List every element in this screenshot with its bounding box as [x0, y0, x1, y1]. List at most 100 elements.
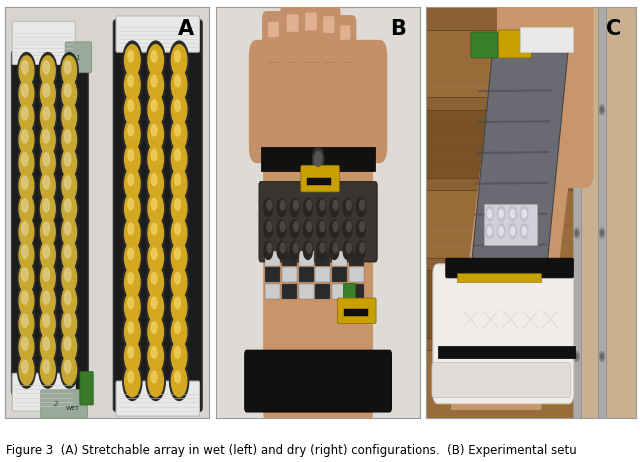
- Circle shape: [511, 210, 515, 218]
- Text: B: B: [390, 19, 406, 39]
- Circle shape: [175, 174, 180, 185]
- Circle shape: [172, 45, 187, 76]
- Circle shape: [40, 286, 55, 316]
- Circle shape: [151, 174, 157, 185]
- Circle shape: [43, 199, 49, 212]
- Circle shape: [148, 193, 163, 224]
- Circle shape: [146, 164, 165, 203]
- Circle shape: [17, 168, 35, 204]
- Circle shape: [65, 84, 71, 97]
- Circle shape: [60, 214, 78, 250]
- Circle shape: [170, 115, 189, 154]
- FancyBboxPatch shape: [65, 42, 92, 73]
- Circle shape: [62, 355, 77, 385]
- Circle shape: [486, 207, 493, 221]
- Circle shape: [172, 168, 187, 200]
- Circle shape: [62, 194, 77, 224]
- Circle shape: [128, 223, 134, 235]
- Circle shape: [43, 84, 49, 97]
- FancyBboxPatch shape: [305, 12, 317, 30]
- Bar: [520, 28, 573, 52]
- Circle shape: [17, 283, 35, 319]
- Circle shape: [511, 227, 515, 235]
- Text: 2: 2: [54, 401, 58, 407]
- Text: Figure 3  (A) Stretchable array in wet (left) and dry (right) configurations.  (: Figure 3 (A) Stretchable array in wet (l…: [6, 444, 577, 457]
- Circle shape: [123, 362, 142, 401]
- FancyBboxPatch shape: [41, 389, 88, 418]
- Circle shape: [22, 268, 28, 281]
- Circle shape: [497, 207, 505, 221]
- Circle shape: [65, 61, 71, 74]
- Circle shape: [277, 241, 286, 259]
- FancyBboxPatch shape: [337, 298, 376, 323]
- Circle shape: [62, 332, 77, 362]
- Bar: [265, 284, 280, 299]
- Circle shape: [151, 75, 157, 87]
- Bar: [332, 284, 347, 299]
- Circle shape: [60, 76, 78, 112]
- Circle shape: [172, 242, 187, 274]
- Bar: [332, 267, 347, 282]
- Circle shape: [128, 125, 134, 136]
- Circle shape: [575, 107, 578, 112]
- Circle shape: [39, 76, 57, 112]
- Circle shape: [170, 214, 189, 252]
- Circle shape: [65, 291, 71, 304]
- Circle shape: [520, 207, 528, 221]
- Circle shape: [60, 98, 78, 135]
- Circle shape: [65, 337, 71, 350]
- Circle shape: [333, 243, 338, 253]
- Circle shape: [22, 61, 28, 74]
- Circle shape: [151, 149, 157, 161]
- Bar: [316, 251, 330, 266]
- Bar: [265, 267, 280, 282]
- Circle shape: [22, 291, 28, 304]
- Circle shape: [170, 66, 189, 104]
- Circle shape: [146, 66, 165, 104]
- Circle shape: [39, 329, 57, 365]
- Circle shape: [172, 292, 187, 323]
- Circle shape: [125, 341, 140, 372]
- Circle shape: [39, 214, 57, 250]
- Circle shape: [40, 263, 55, 293]
- Circle shape: [123, 312, 142, 351]
- Circle shape: [65, 199, 71, 212]
- Bar: [484, 204, 537, 245]
- Circle shape: [128, 100, 134, 111]
- Circle shape: [146, 238, 165, 277]
- Circle shape: [267, 243, 272, 253]
- Circle shape: [19, 286, 34, 316]
- Circle shape: [22, 130, 28, 143]
- Circle shape: [128, 297, 134, 309]
- Circle shape: [497, 224, 505, 238]
- Circle shape: [60, 329, 78, 365]
- FancyBboxPatch shape: [268, 22, 279, 37]
- Circle shape: [39, 191, 57, 227]
- Circle shape: [151, 297, 157, 309]
- Circle shape: [62, 102, 77, 132]
- Circle shape: [123, 41, 142, 80]
- Circle shape: [39, 260, 57, 296]
- Circle shape: [175, 50, 180, 62]
- Circle shape: [125, 267, 140, 298]
- Circle shape: [290, 241, 299, 259]
- Bar: [349, 267, 364, 282]
- FancyBboxPatch shape: [263, 93, 373, 431]
- Circle shape: [148, 365, 163, 397]
- Text: C: C: [605, 19, 621, 39]
- Circle shape: [172, 193, 187, 224]
- Circle shape: [600, 352, 604, 361]
- Circle shape: [60, 145, 78, 181]
- Circle shape: [486, 224, 493, 238]
- Circle shape: [19, 102, 34, 132]
- Circle shape: [43, 360, 49, 373]
- Circle shape: [151, 100, 157, 111]
- Circle shape: [62, 309, 77, 339]
- FancyBboxPatch shape: [340, 25, 351, 40]
- Circle shape: [280, 200, 285, 210]
- Circle shape: [125, 218, 140, 249]
- Circle shape: [43, 153, 49, 166]
- Circle shape: [22, 199, 28, 212]
- Circle shape: [65, 130, 71, 143]
- Circle shape: [125, 292, 140, 323]
